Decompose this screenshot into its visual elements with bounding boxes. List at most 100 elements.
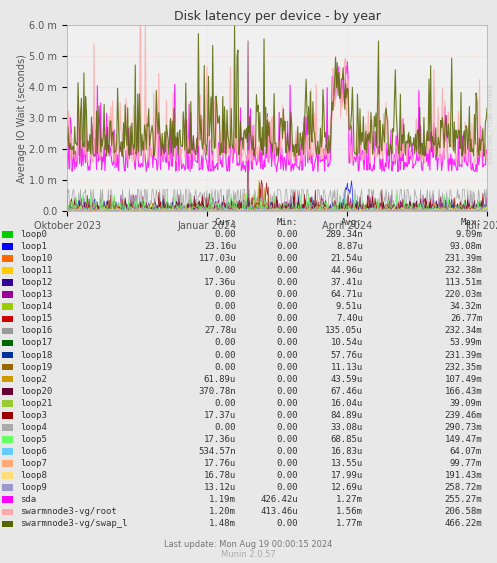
Text: 466.22m: 466.22m <box>444 520 482 529</box>
Text: 11.13u: 11.13u <box>331 363 363 372</box>
Text: loop4: loop4 <box>20 423 47 432</box>
Text: 1.27m: 1.27m <box>336 495 363 504</box>
Text: 117.03u: 117.03u <box>198 254 236 263</box>
Text: loop6: loop6 <box>20 447 47 456</box>
Text: loop16: loop16 <box>20 327 52 336</box>
Text: 0.00: 0.00 <box>277 302 298 311</box>
Text: 0.00: 0.00 <box>277 266 298 275</box>
Text: RRDTOOL / TOBI OETIKER: RRDTOOL / TOBI OETIKER <box>488 83 493 164</box>
Text: 220.03m: 220.03m <box>444 291 482 300</box>
Text: 10.54u: 10.54u <box>331 338 363 347</box>
Text: loop20: loop20 <box>20 387 52 396</box>
Text: 0.00: 0.00 <box>215 314 236 323</box>
Text: loop7: loop7 <box>20 459 47 468</box>
Text: 258.72m: 258.72m <box>444 483 482 492</box>
Text: loop0: loop0 <box>20 230 47 239</box>
Text: 21.54u: 21.54u <box>331 254 363 263</box>
Text: 426.42u: 426.42u <box>260 495 298 504</box>
Text: 33.08u: 33.08u <box>331 423 363 432</box>
Text: 413.46u: 413.46u <box>260 507 298 516</box>
Text: 0.00: 0.00 <box>277 242 298 251</box>
Text: 232.38m: 232.38m <box>444 266 482 275</box>
Text: 534.57n: 534.57n <box>198 447 236 456</box>
Y-axis label: Average IO Wait (seconds): Average IO Wait (seconds) <box>16 54 27 182</box>
Text: 16.83u: 16.83u <box>331 447 363 456</box>
Text: Cur:: Cur: <box>215 218 236 227</box>
Text: 135.05u: 135.05u <box>325 327 363 336</box>
Text: 0.00: 0.00 <box>277 459 298 468</box>
Text: loop11: loop11 <box>20 266 52 275</box>
Text: 191.43m: 191.43m <box>444 471 482 480</box>
Text: 0.00: 0.00 <box>215 423 236 432</box>
Text: 13.12u: 13.12u <box>204 483 236 492</box>
Text: loop8: loop8 <box>20 471 47 480</box>
Text: 0.00: 0.00 <box>215 338 236 347</box>
Text: 0.00: 0.00 <box>277 291 298 300</box>
Text: 23.16u: 23.16u <box>204 242 236 251</box>
Text: 17.36u: 17.36u <box>204 435 236 444</box>
Text: 17.37u: 17.37u <box>204 411 236 420</box>
Text: 0.00: 0.00 <box>215 363 236 372</box>
Text: 0.00: 0.00 <box>277 351 298 360</box>
Text: loop13: loop13 <box>20 291 52 300</box>
Text: 12.69u: 12.69u <box>331 483 363 492</box>
Text: loop9: loop9 <box>20 483 47 492</box>
Text: 1.19m: 1.19m <box>209 495 236 504</box>
Text: 0.00: 0.00 <box>215 302 236 311</box>
Text: 255.27m: 255.27m <box>444 495 482 504</box>
Text: 17.76u: 17.76u <box>204 459 236 468</box>
Text: 16.78u: 16.78u <box>204 471 236 480</box>
Text: 17.36u: 17.36u <box>204 278 236 287</box>
Text: 0.00: 0.00 <box>277 399 298 408</box>
Text: 7.40u: 7.40u <box>336 314 363 323</box>
Text: 64.07m: 64.07m <box>450 447 482 456</box>
Text: 0.00: 0.00 <box>277 435 298 444</box>
Text: 239.46m: 239.46m <box>444 411 482 420</box>
Text: 0.00: 0.00 <box>277 254 298 263</box>
Text: loop17: loop17 <box>20 338 52 347</box>
Text: 67.46u: 67.46u <box>331 387 363 396</box>
Text: 1.20m: 1.20m <box>209 507 236 516</box>
Text: loop2: loop2 <box>20 375 47 383</box>
Text: 0.00: 0.00 <box>277 278 298 287</box>
Text: 231.39m: 231.39m <box>444 254 482 263</box>
Text: 9.09m: 9.09m <box>455 230 482 239</box>
Text: 0.00: 0.00 <box>277 411 298 420</box>
Text: 232.35m: 232.35m <box>444 363 482 372</box>
Text: loop19: loop19 <box>20 363 52 372</box>
Text: 26.77m: 26.77m <box>450 314 482 323</box>
Text: 57.76u: 57.76u <box>331 351 363 360</box>
Text: 206.58m: 206.58m <box>444 507 482 516</box>
Text: 0.00: 0.00 <box>277 483 298 492</box>
Text: 64.71u: 64.71u <box>331 291 363 300</box>
Text: loop18: loop18 <box>20 351 52 360</box>
Title: Disk latency per device - by year: Disk latency per device - by year <box>173 10 381 23</box>
Text: 61.89u: 61.89u <box>204 375 236 383</box>
Text: Min:: Min: <box>277 218 298 227</box>
Text: 0.00: 0.00 <box>277 314 298 323</box>
Text: sda: sda <box>20 495 36 504</box>
Text: 27.78u: 27.78u <box>204 327 236 336</box>
Text: 0.00: 0.00 <box>277 520 298 529</box>
Text: 370.78n: 370.78n <box>198 387 236 396</box>
Text: 0.00: 0.00 <box>277 375 298 383</box>
Text: 53.99m: 53.99m <box>450 338 482 347</box>
Text: 39.09m: 39.09m <box>450 399 482 408</box>
Text: Max:: Max: <box>461 218 482 227</box>
Text: 113.51m: 113.51m <box>444 278 482 287</box>
Text: 0.00: 0.00 <box>277 363 298 372</box>
Text: 1.48m: 1.48m <box>209 520 236 529</box>
Text: 0.00: 0.00 <box>277 387 298 396</box>
Text: 99.77m: 99.77m <box>450 459 482 468</box>
Text: 289.34n: 289.34n <box>325 230 363 239</box>
Text: swarmnode3-vg/root: swarmnode3-vg/root <box>20 507 117 516</box>
Text: loop3: loop3 <box>20 411 47 420</box>
Text: Munin 2.0.57: Munin 2.0.57 <box>221 551 276 560</box>
Text: 16.04u: 16.04u <box>331 399 363 408</box>
Text: 149.47m: 149.47m <box>444 435 482 444</box>
Text: loop21: loop21 <box>20 399 52 408</box>
Text: 232.34m: 232.34m <box>444 327 482 336</box>
Text: 0.00: 0.00 <box>277 230 298 239</box>
Text: 84.89u: 84.89u <box>331 411 363 420</box>
Text: Last update: Mon Aug 19 00:00:15 2024: Last update: Mon Aug 19 00:00:15 2024 <box>165 540 332 549</box>
